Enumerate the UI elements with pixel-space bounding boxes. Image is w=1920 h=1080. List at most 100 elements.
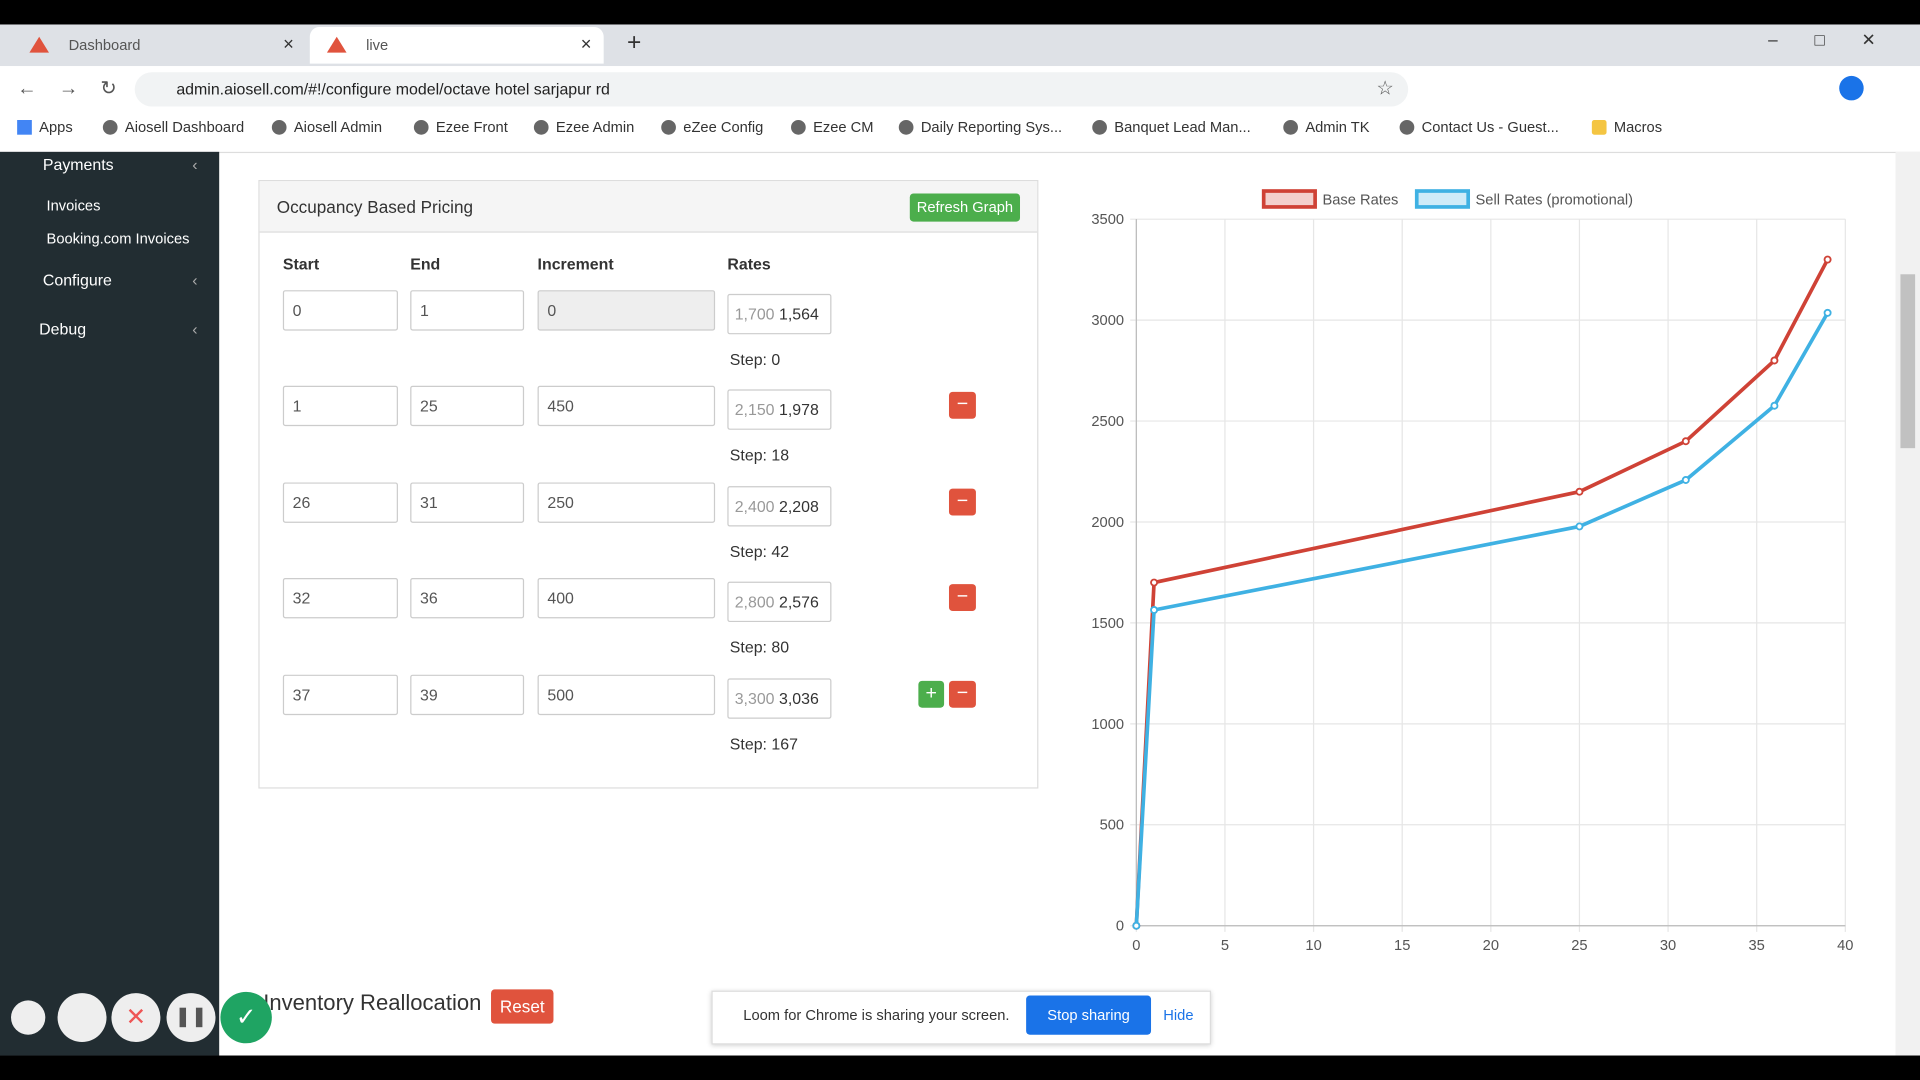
sidebar-item[interactable]: Invoices (46, 197, 101, 215)
sidebar-item[interactable]: Debug (39, 319, 87, 338)
tab-close[interactable]: × (283, 34, 294, 56)
bookmark[interactable]: Ezee Admin (533, 118, 635, 136)
loom-cancel[interactable]: ✕ (111, 993, 161, 1043)
star[interactable]: ☆ (1376, 78, 1394, 100)
end-input[interactable]: 25 (410, 385, 525, 427)
sidebar-item[interactable]: Payments (42, 155, 114, 174)
bookmark[interactable]: Daily Reporting Sys... (898, 119, 1062, 136)
chevron: ‹ (192, 155, 198, 174)
increment-input[interactable]: 400 (537, 577, 716, 619)
legend-label: Sell Rates (promotional) (1476, 192, 1634, 208)
rates-box: 2,400 2,208 (727, 486, 832, 527)
column-header: Start (282, 254, 320, 274)
tab-title: Dashboard (68, 36, 141, 54)
bookmark[interactable]: Apps (17, 119, 73, 136)
bookmark[interactable]: eZee Config (661, 119, 763, 136)
scrollbar (1895, 151, 1920, 1056)
end-input[interactable]: 31 (410, 482, 525, 523)
tab-close[interactable]: × (580, 34, 592, 56)
remove-row[interactable]: − (948, 680, 976, 708)
step-label: Step: 0 (729, 350, 781, 369)
point (1681, 437, 1690, 446)
bookmark-label: Contact Us - Guest... (1421, 118, 1559, 136)
increment-input[interactable]: 0 (537, 290, 716, 331)
base-rate: 2,800 (734, 592, 775, 612)
bookmark[interactable]: Admin TK (1283, 119, 1370, 136)
loom-camera[interactable] (57, 993, 107, 1043)
browser-tab[interactable]: Dashboard × (12, 27, 306, 64)
bottom-bar (0, 1055, 1920, 1080)
bookmark[interactable]: Banquet Lead Man... (1092, 119, 1251, 136)
inventory-title: Inventory Reallocation (263, 990, 482, 1016)
bookmark[interactable]: Aiosell Admin (271, 119, 382, 136)
y-tick-label: 1500 (1091, 616, 1124, 632)
increment-input[interactable]: 500 (537, 674, 716, 716)
x-tick-label: 5 (1221, 938, 1229, 954)
sidebar-item[interactable]: Configure (42, 270, 112, 289)
loom-message: Loom for Chrome is sharing your screen. (743, 1006, 1010, 1024)
bookmark[interactable]: Ezee Front (413, 119, 508, 136)
increment-input[interactable]: 250 (537, 482, 716, 523)
url: admin.aiosell.com/#!/configure model/oct… (176, 79, 610, 98)
rates-box: 2,800 2,576 (727, 581, 832, 623)
browser-tab[interactable]: live × (309, 26, 604, 64)
bookmark-label: Apps (39, 118, 73, 136)
column-header: Rates (727, 254, 771, 274)
new-tab[interactable]: + (626, 29, 642, 57)
stop-sharing[interactable]: Stop sharing (1026, 995, 1152, 1035)
point (1681, 476, 1690, 484)
start-input[interactable]: 1 (282, 385, 398, 427)
refresh-button[interactable]: Refresh Graph (909, 193, 1021, 222)
sidebar-item[interactable]: Booking.com Invoices (46, 230, 190, 248)
point (1150, 606, 1159, 614)
bookmark-label: eZee Config (683, 118, 764, 136)
bookmark[interactable]: Contact Us - Guest... (1399, 118, 1559, 136)
bookmark[interactable]: Macros (1591, 119, 1662, 136)
remove-row[interactable]: − (948, 584, 976, 612)
base-rate: 1,700 (734, 304, 775, 324)
remove-row[interactable]: − (948, 391, 976, 419)
pricing-panel (258, 180, 1039, 789)
add-row[interactable]: + (918, 680, 945, 708)
nav-buttons[interactable]: ←→↻ (17, 78, 139, 100)
bookmark-label: Ezee Admin (555, 118, 635, 136)
point (1132, 921, 1141, 930)
start-input[interactable]: 32 (282, 577, 398, 619)
increment-input[interactable]: 450 (537, 385, 716, 427)
point (1150, 578, 1159, 587)
point (1575, 487, 1584, 496)
panel-header (259, 181, 1038, 233)
sidebar (0, 151, 220, 1056)
loom-done[interactable]: ✓ (220, 991, 272, 1044)
end-input[interactable]: 39 (410, 674, 525, 716)
end-input[interactable]: 36 (410, 577, 525, 619)
remove-row[interactable]: − (948, 488, 976, 516)
sell-rate: 1,564 (778, 304, 819, 324)
bookmark[interactable]: Ezee CM (791, 119, 874, 136)
column-header: Increment (537, 254, 614, 274)
bookmark[interactable]: Aiosell Dashboard (102, 118, 245, 136)
y-tick-label: 3500 (1091, 212, 1124, 228)
bookmark-label: Aiosell Dashboard (124, 118, 245, 136)
start-input[interactable]: 37 (282, 674, 398, 716)
hide-button[interactable]: Hide (1163, 1006, 1194, 1024)
x-tick-label: 10 (1305, 938, 1321, 954)
x-tick-label: 30 (1660, 938, 1676, 954)
x-tick-label: 20 (1483, 938, 1499, 954)
point (1823, 308, 1832, 317)
reset-button[interactable]: Reset (491, 989, 554, 1024)
rates-box: 3,300 3,036 (727, 678, 832, 719)
series-line (1134, 311, 1830, 926)
sell-rate: 3,036 (778, 689, 819, 708)
loom-pause[interactable]: ❚❚ (166, 993, 216, 1043)
omnibox[interactable] (134, 72, 1409, 107)
x-tick-label: 15 (1394, 938, 1410, 954)
end-input[interactable]: 1 (410, 290, 525, 331)
start-input[interactable]: 26 (282, 482, 398, 523)
loom-more[interactable] (11, 1000, 46, 1035)
profile[interactable] (1839, 75, 1864, 101)
window-controls[interactable]: –□✕ (1768, 29, 1913, 49)
step-label: Step: 18 (729, 445, 790, 465)
start-input[interactable]: 0 (282, 290, 398, 331)
